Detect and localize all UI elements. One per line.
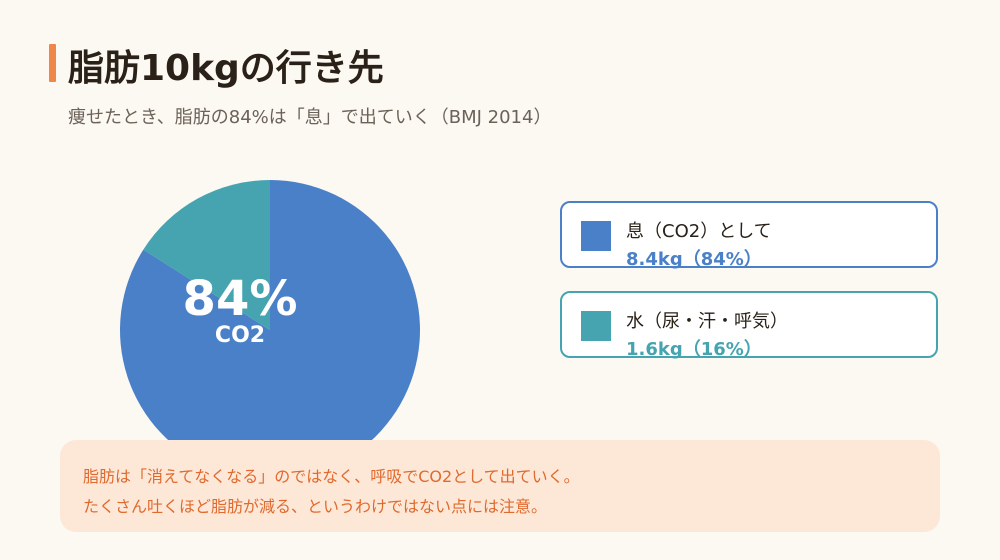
note-line-1: 脂肪は「消えてなくなる」のではなく、呼吸でCO2として出ていく。: [83, 467, 580, 486]
page-subtitle: 痩せたとき、脂肪の84%は「息」で出ていく（BMJ 2014）: [68, 107, 552, 128]
legend-value-breath: 8.4kg（84%）: [626, 249, 762, 270]
note-box: 脂肪は「消えてなくなる」のではなく、呼吸でCO2として出ていく。 たくさん吐くほ…: [60, 440, 940, 532]
legend-swatch-breath: [581, 221, 611, 251]
legend-item-water: 水（尿・汗・呼気） 1.6kg（16%）: [560, 291, 938, 360]
pie-slice-water: [143, 180, 270, 330]
legend-swatch-water: [581, 311, 611, 341]
legend-label-breath: 息（CO2）として: [626, 221, 772, 242]
title-accent-bar: [49, 44, 56, 82]
pie-center-sublabel: CO2: [215, 323, 265, 348]
legend-value-water: 1.6kg（16%）: [626, 339, 762, 360]
legend-item-breath: 息（CO2）として 8.4kg（84%）: [560, 201, 938, 270]
legend-label-water: 水（尿・汗・呼気）: [626, 311, 788, 332]
note-line-2: たくさん吐くほど脂肪が減る、というわけではない点には注意。: [83, 497, 548, 516]
page-title: 脂肪10kgの行き先: [68, 48, 384, 89]
pie-center-label: 84%: [183, 271, 298, 327]
